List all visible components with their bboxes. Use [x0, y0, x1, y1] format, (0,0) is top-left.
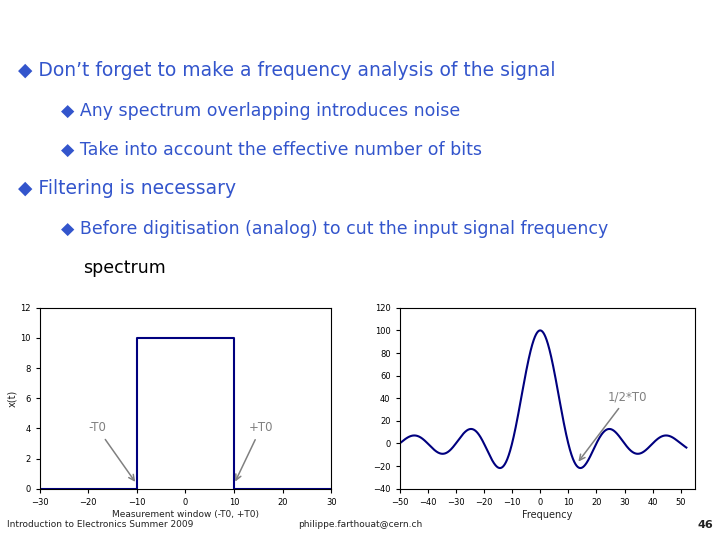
Text: philippe.farthouat@cern.ch: philippe.farthouat@cern.ch: [298, 520, 422, 529]
Text: ◆ Any spectrum overlapping introduces noise: ◆ Any spectrum overlapping introduces no…: [61, 102, 461, 120]
X-axis label: Measurement window (-T0, +T0): Measurement window (-T0, +T0): [112, 510, 259, 518]
Text: +T0: +T0: [236, 421, 273, 480]
Text: ◆ Before digitisation (analog) to cut the input signal frequency: ◆ Before digitisation (analog) to cut th…: [61, 220, 608, 239]
Text: ◆ Don’t forget to make a frequency analysis of the signal: ◆ Don’t forget to make a frequency analy…: [18, 60, 556, 80]
Text: ◆ Filtering is necessary: ◆ Filtering is necessary: [18, 179, 236, 198]
Text: -T0: -T0: [88, 421, 134, 481]
Text: Using sampling ADC: Using sampling ADC: [449, 18, 702, 38]
Text: 1/2*T0: 1/2*T0: [580, 390, 647, 460]
X-axis label: Frequency: Frequency: [522, 510, 572, 519]
Y-axis label: x(t): x(t): [7, 390, 17, 407]
Text: 46: 46: [697, 519, 713, 530]
Text: ◆ Take into account the effective number of bits: ◆ Take into account the effective number…: [61, 140, 482, 159]
Text: spectrum: spectrum: [83, 259, 166, 277]
Text: Introduction to Electronics Summer 2009: Introduction to Electronics Summer 2009: [7, 520, 194, 529]
